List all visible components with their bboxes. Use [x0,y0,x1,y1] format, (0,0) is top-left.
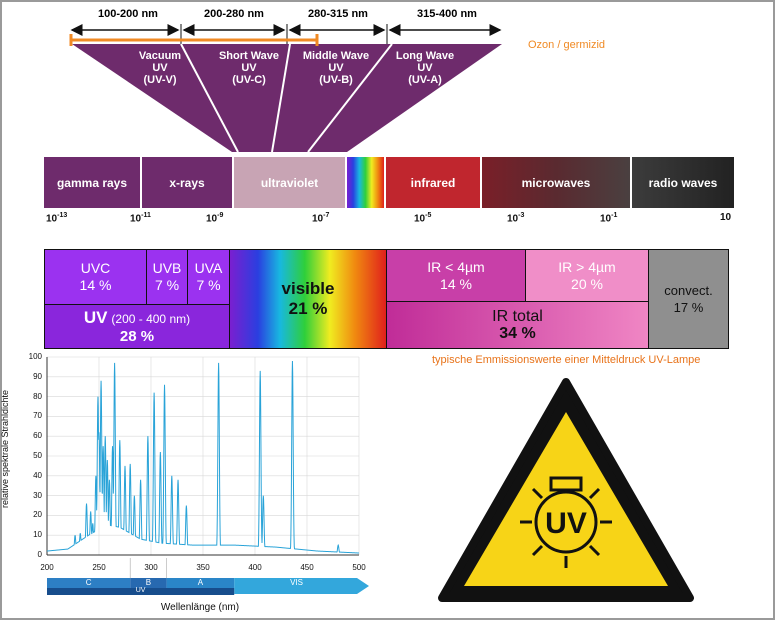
uv-region-vacuum: Vacuum UV (UV-V) [138,50,182,86]
band-label: UV [135,587,146,594]
warning-triangle-fill [464,412,668,586]
band-c [47,578,131,588]
band-uv [47,588,235,595]
band-label: B [145,578,152,587]
x-tick-label: 200 [40,563,54,572]
band-microwaves: microwaves [482,157,630,208]
cell-ir-long: IR > 4µm 20 % [525,249,649,302]
band-label: VIS [290,578,304,587]
band-visible-light [347,157,384,208]
y-tick-label: 10 [33,530,42,540]
band-radio-waves: radio waves [632,157,734,208]
band-ultraviolet: ultraviolet [234,157,345,208]
y-tick-label: 0 [37,550,42,559]
y-tick-label: 100 [28,352,42,361]
y-axis-label-box: relative spektrale Strahldichte [0,356,12,546]
band-infrared: infrared [386,157,480,208]
y-tick-label: 30 [33,490,42,500]
spectrum-line [46,360,360,554]
uv-warning-sign: UV [438,378,694,602]
x-tick-label: 300 [144,563,158,572]
chart-labels: 200 250 300 350 400 450 500 0 10 20 30 40 50 60 70 80 9… [0,350,380,620]
cell-convection: convect. 17 % [648,249,729,349]
band-gamma-rays: gamma rays [44,157,140,208]
band-label: A [197,578,204,587]
uv-range-diagram [69,24,502,153]
band-x-rays: x-rays [142,157,232,208]
cell-ir-short: IR < 4µm 14 % [386,249,526,302]
x-tick-label: 500 [352,563,366,572]
emission-caption: typische Emmissionswerte einer Mitteldru… [432,354,701,366]
scale-label: 10-13 [46,212,68,225]
y-tick-label: 90 [33,371,42,381]
warning-uv-text: UV [545,507,587,540]
x-tick-label: 250 [92,563,106,572]
y-tick-label: 20 [33,510,42,520]
uv-funnel [72,44,502,152]
x-tick-label: 450 [300,563,314,572]
y-axis-label: relative spektrale Strahldichte [0,389,10,509]
cell-visible: visible 21 % [229,249,387,349]
range-header: 280-315 nm [308,8,368,20]
range-header: 315-400 nm [417,8,477,20]
y-tick-label: 80 [33,391,42,401]
uv-lamp-icon [520,476,612,568]
uv-region-short-wave: Short Wave UV (UV-C) [218,50,280,86]
scale-label: 10-1 [600,212,618,225]
y-tick-label: 40 [33,470,42,480]
cell-ir-total: IR total 34 % [386,301,649,349]
scale-label: 10-5 [414,212,432,225]
x-axis-label: Wellenlänge (nm) [160,602,240,613]
scale-label: 10-9 [206,212,224,225]
funnel-divider [271,43,291,153]
funnel-divider [180,43,239,153]
x-tick-label: 400 [248,563,262,572]
range-header: 200-280 nm [204,8,264,20]
band-vis [234,578,369,594]
cell-uvb: UVB 7 % [146,249,188,305]
ozone-label: Ozon / germizid [528,39,606,51]
y-tick-label: 70 [33,411,42,421]
scale-label: 10-7 [312,212,330,225]
band-a [166,578,235,588]
uv-region-long-wave: Long Wave UV (UV-A) [395,50,455,86]
scale-label: 10-3 [507,212,525,225]
cell-uv-total: UV (200 - 400 nm) 28 % [44,304,230,349]
funnel-divider [307,43,393,153]
cell-uva: UVA 7 % [187,249,230,305]
band-b [130,578,167,588]
scale-label: 10-11 [130,212,151,225]
y-tick-label: 50 [33,451,42,460]
scale-label: 10 [720,212,732,223]
range-header: 100-200 nm [98,8,158,20]
x-tick-label: 350 [196,563,210,572]
y-tick-label: 60 [33,431,42,441]
uv-region-middle-wave: Middle Wave UV (UV-B) [302,50,370,86]
band-label: C [85,578,92,587]
cell-uvc: UVC 14 % [44,249,147,305]
spectral-radiance-chart [46,356,369,595]
